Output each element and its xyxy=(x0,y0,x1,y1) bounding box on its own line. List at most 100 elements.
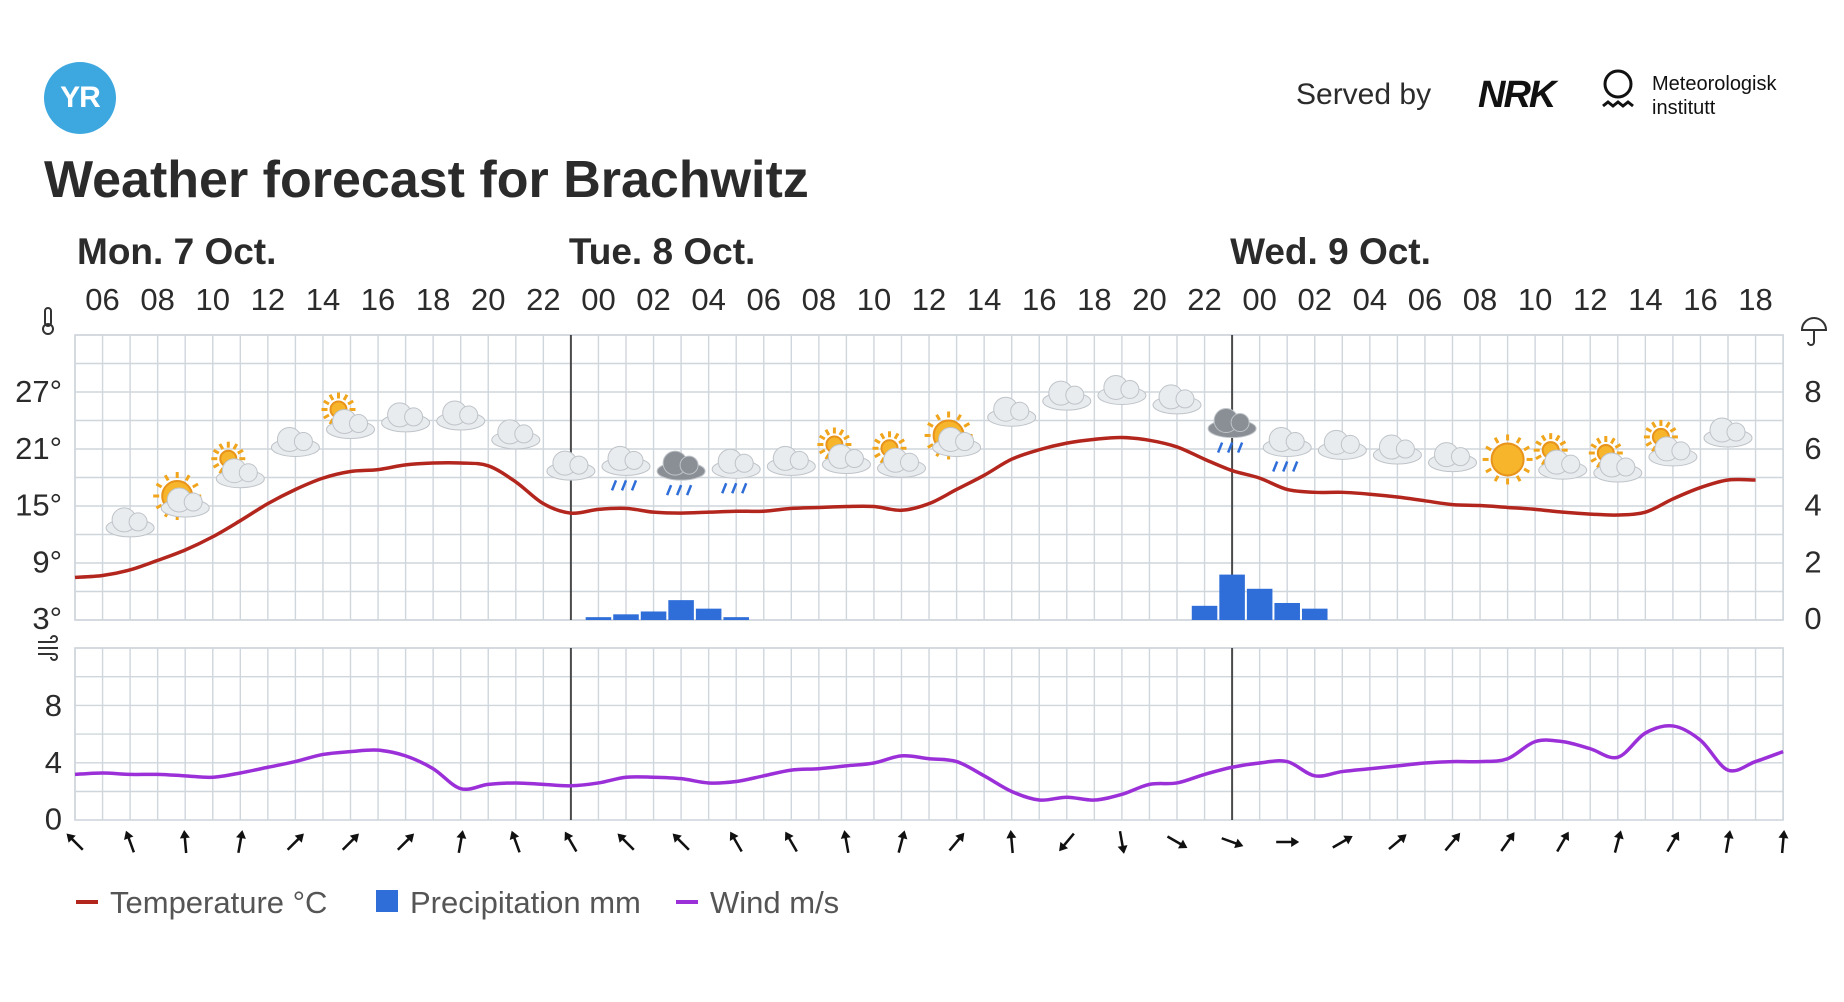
cloud-puff xyxy=(1230,413,1250,433)
sun-ray xyxy=(155,503,163,510)
met-institute-logo-icon xyxy=(1602,69,1634,108)
arrow-head xyxy=(1006,830,1017,839)
cloud-puff xyxy=(734,453,754,473)
wind-direction-arrow-icon xyxy=(1221,837,1244,849)
cloud-icon xyxy=(1428,442,1477,473)
precipitation-bar xyxy=(1274,602,1300,620)
sun-ray xyxy=(927,422,934,428)
sun-ray xyxy=(874,452,881,459)
wind-glyph xyxy=(38,635,58,661)
hour-tick-label: 08 xyxy=(140,282,174,317)
wind-direction-arrow-icon xyxy=(1778,830,1789,854)
partly-cloudy-icon xyxy=(1588,436,1643,483)
cloud-icon xyxy=(546,450,596,481)
cloud-puff xyxy=(1285,431,1305,451)
wind-direction-arrow-icon xyxy=(1006,830,1017,854)
cloud-puff xyxy=(514,424,534,444)
cloud-icon xyxy=(987,396,1037,427)
sun-ray xyxy=(1493,437,1500,444)
sun-ray xyxy=(1665,421,1671,429)
cloud-puff xyxy=(1065,385,1085,405)
page-title: Weather forecast for Brachwitz xyxy=(44,151,809,209)
cloud-icon xyxy=(1042,380,1092,411)
cloud-puff xyxy=(955,431,975,451)
cloud-puff xyxy=(624,450,644,470)
sun-ray xyxy=(347,399,354,406)
sun-ray xyxy=(1485,467,1492,474)
yr-logo[interactable]: YR xyxy=(44,62,116,134)
sun-ray xyxy=(1645,427,1653,433)
sun-ray xyxy=(898,438,905,445)
hour-tick-label: 14 xyxy=(967,282,1001,317)
hour-tick-label: 08 xyxy=(802,282,836,317)
sun-ray xyxy=(328,394,335,401)
raindrop xyxy=(620,479,628,491)
cloud-icon xyxy=(766,445,816,476)
sun-ray xyxy=(1645,441,1653,447)
hour-tick-label: 16 xyxy=(1022,282,1056,317)
arrow-head xyxy=(236,830,246,839)
sun-ray xyxy=(1485,445,1492,452)
wind-direction-arrow-icon xyxy=(564,831,578,853)
arrow-head xyxy=(672,833,682,843)
legend-temperature-label: Temperature °C xyxy=(110,885,327,920)
arrow-head xyxy=(404,833,415,843)
sun-ray xyxy=(1493,475,1500,482)
sun-ray xyxy=(1669,427,1677,433)
raindrop xyxy=(721,482,728,494)
wind-direction-arrow-icon xyxy=(1613,830,1624,853)
hour-tick-label: 14 xyxy=(1628,282,1662,317)
arrow-head xyxy=(1059,841,1069,852)
nrk-logo[interactable]: NRK xyxy=(1478,74,1556,116)
met-line1: Meteorologisk xyxy=(1652,73,1777,95)
sun-ray xyxy=(1614,443,1622,449)
served-by-label: Served by xyxy=(1296,78,1432,111)
sun-ray xyxy=(212,448,220,455)
wind-direction-arrow-icon xyxy=(617,833,635,851)
arrow-head xyxy=(1778,830,1789,839)
hour-tick-label: 02 xyxy=(636,282,670,317)
precipitation-tick-label: 0 xyxy=(1804,601,1821,636)
wind-direction-arrow-icon xyxy=(179,830,190,854)
legend-precipitation-label: Precipitation mm xyxy=(410,885,641,920)
arrow-head xyxy=(1670,831,1680,842)
arrow-head xyxy=(617,833,627,843)
partly-cloudy-icon xyxy=(1643,419,1698,467)
umbrella-icon xyxy=(1800,317,1828,346)
cloud-puff xyxy=(1726,422,1746,442)
arrow-head xyxy=(179,830,190,839)
umbrella-handle xyxy=(1807,330,1815,346)
hour-tick-label: 16 xyxy=(361,282,395,317)
cloud-puff xyxy=(1175,389,1195,409)
arrow-head xyxy=(564,831,574,842)
precipitation-tick-label: 4 xyxy=(1804,488,1821,523)
hour-tick-label: 06 xyxy=(1408,282,1442,317)
met-line2: institutt xyxy=(1652,97,1716,119)
arrow-head xyxy=(66,833,76,843)
hour-tick-label: 20 xyxy=(1132,282,1166,317)
precipitation-bar xyxy=(1246,588,1273,620)
wind-direction-arrow-icon xyxy=(1556,831,1570,853)
hour-tick-label: 00 xyxy=(581,282,615,317)
cloud-puff xyxy=(1120,379,1140,399)
partly-cloudy-icon xyxy=(872,431,926,478)
raindrop xyxy=(1272,461,1279,472)
sun-ray xyxy=(1651,421,1657,429)
hour-tick-label: 10 xyxy=(196,282,230,317)
precipitation-bar xyxy=(695,608,722,620)
sun-icon xyxy=(1482,434,1533,485)
wind-direction-arrow-icon xyxy=(840,830,851,854)
wind-direction-arrow-icon xyxy=(1444,832,1461,852)
wind-tick-label: 4 xyxy=(45,745,62,780)
sun-ray xyxy=(1610,437,1616,445)
raindrop xyxy=(685,484,693,496)
wind-direction-arrow-icon xyxy=(456,830,467,854)
wind-direction-arrow-icon xyxy=(948,832,965,852)
arrow-head xyxy=(1560,831,1570,842)
arrow-head xyxy=(897,830,908,840)
precipitation-bar xyxy=(668,600,694,620)
dark-rain-icon xyxy=(656,450,706,496)
wind-direction-arrow-icon xyxy=(396,833,415,851)
precipitation-tick-label: 6 xyxy=(1804,431,1821,466)
